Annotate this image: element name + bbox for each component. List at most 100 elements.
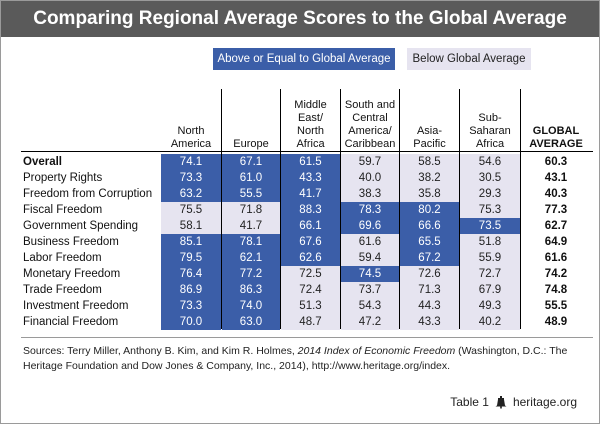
table-cell: 66.6 <box>400 218 459 234</box>
table-cell: 66.1 <box>281 218 340 234</box>
column-header-line: Africa <box>296 138 325 150</box>
row-label: Government Spending <box>23 220 139 232</box>
global-average-cell: 55.5 <box>544 300 568 312</box>
column-header-line: Asia- <box>416 125 443 137</box>
table-cell: 85.1 <box>161 234 221 250</box>
global-average-cell: 62.7 <box>544 220 568 232</box>
table-cell: 73.5 <box>460 218 520 234</box>
column-header-line: North <box>177 125 205 137</box>
column-header-line: Africa <box>475 138 505 150</box>
table-cell: 75.3 <box>460 202 520 218</box>
table-cell: 61.0 <box>222 170 280 186</box>
column-divider <box>459 89 460 329</box>
global-average-cell: 74.8 <box>544 284 568 296</box>
column-divider <box>520 89 521 329</box>
header-rule <box>21 151 593 152</box>
table-cell: 35.8 <box>400 186 459 202</box>
column-header: Europe <box>222 89 280 151</box>
global-average-cell: 43.1 <box>544 172 568 184</box>
sources-suffix: (Washington, D.C.: The Heritage Foundati… <box>23 345 568 372</box>
column-header-line: Central <box>352 112 388 124</box>
table-cell: 59.4 <box>341 250 399 266</box>
divider <box>21 337 593 338</box>
column-header-line: Sub- <box>478 112 502 124</box>
table-cell: 86.3 <box>222 282 280 298</box>
row-label: Investment Freedom <box>23 300 129 312</box>
column-header: Asia- Pacific <box>400 89 459 151</box>
column-divider <box>221 89 222 329</box>
row-label: Trade Freedom <box>23 284 102 296</box>
column-header-line: Caribbean <box>344 138 396 150</box>
column-header-line: Middle <box>294 99 327 111</box>
table-cell: 80.2 <box>400 202 459 218</box>
table-cell: 72.4 <box>281 282 340 298</box>
column-divider <box>399 89 400 329</box>
table-cell: 55.9 <box>460 250 520 266</box>
global-average-cell: 77.3 <box>544 204 568 216</box>
table-cell: 63.2 <box>161 186 221 202</box>
table-cell: 40.2 <box>460 314 520 330</box>
row-label: Business Freedom <box>23 236 119 248</box>
row-label: Fiscal Freedom <box>23 204 103 216</box>
table-cell: 38.2 <box>400 170 459 186</box>
table-cell: 61.6 <box>341 234 399 250</box>
global-average-cell: 48.9 <box>544 316 568 328</box>
table-label: Table 1 <box>450 395 489 409</box>
table-cell: 59.7 <box>341 154 399 170</box>
global-average-cell: 64.9 <box>544 236 568 248</box>
table-cell: 65.5 <box>400 234 459 250</box>
column-header-line: Europe <box>233 138 269 150</box>
table-cell: 62.1 <box>222 250 280 266</box>
column-header-line: East/ <box>297 112 324 124</box>
row-label: Property Rights <box>23 172 103 184</box>
table-cell: 74.1 <box>161 154 221 170</box>
table-cell: 48.7 <box>281 314 340 330</box>
table-cell: 74.0 <box>222 298 280 314</box>
table-cell: 51.8 <box>460 234 520 250</box>
table-cell: 38.3 <box>341 186 399 202</box>
table-cell: 76.4 <box>161 266 221 282</box>
table-cell: 69.6 <box>341 218 399 234</box>
column-divider <box>280 89 281 329</box>
global-average-cell: 74.2 <box>544 268 568 280</box>
table-cell: 79.5 <box>161 250 221 266</box>
column-header: Sub- Saharan Africa <box>460 89 520 151</box>
column-header-line: North <box>297 125 324 137</box>
table-cell: 43.3 <box>281 170 340 186</box>
row-label: Financial Freedom <box>23 316 119 328</box>
liberty-bell-icon <box>495 395 507 408</box>
table-cell: 78.1 <box>222 234 280 250</box>
column-divider <box>340 89 341 329</box>
table-cell: 67.6 <box>281 234 340 250</box>
table-cell: 63.0 <box>222 314 280 330</box>
table-cell: 67.9 <box>460 282 520 298</box>
table-cell: 49.3 <box>460 298 520 314</box>
table-cell: 47.2 <box>341 314 399 330</box>
column-header-line: GLOBAL <box>532 125 580 137</box>
table-cell: 41.7 <box>281 186 340 202</box>
table-cell: 40.0 <box>341 170 399 186</box>
table-cell: 54.3 <box>341 298 399 314</box>
table-cell: 61.5 <box>281 154 340 170</box>
site-link[interactable]: heritage.org <box>512 395 577 409</box>
column-header-line: Saharan <box>469 125 511 137</box>
column-header-line: South and <box>344 99 396 111</box>
table-cell: 58.1 <box>161 218 221 234</box>
global-average-cell: 61.6 <box>544 252 568 264</box>
column-header-line: AVERAGE <box>529 138 583 150</box>
table-cell: 54.6 <box>460 154 520 170</box>
table-cell: 70.0 <box>161 314 221 330</box>
row-label: Freedom from Corruption <box>23 188 153 200</box>
table-cell: 74.5 <box>341 266 399 282</box>
table-cell: 55.5 <box>222 186 280 202</box>
column-header-line: Pacific <box>413 138 446 150</box>
column-header-line: America <box>170 138 212 150</box>
sources-title: 2014 Index of Economic Freedom <box>297 345 456 357</box>
table-cell: 88.3 <box>281 202 340 218</box>
sources-note: Sources: Terry Miller, Anthony B. Kim, a… <box>23 344 583 374</box>
table-cell: 86.9 <box>161 282 221 298</box>
table-cell: 62.6 <box>281 250 340 266</box>
table-cell: 72.6 <box>400 266 459 282</box>
table-cell: 73.3 <box>161 298 221 314</box>
table-cell: 58.5 <box>400 154 459 170</box>
